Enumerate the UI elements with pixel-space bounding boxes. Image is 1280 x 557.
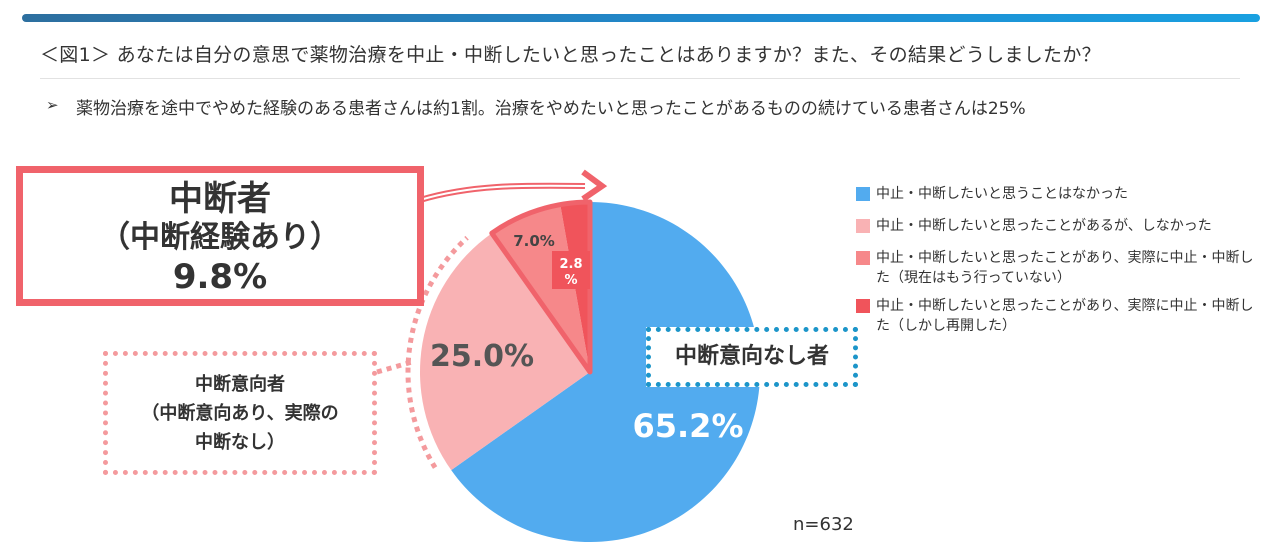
dropout-callout-value: 9.8%: [172, 257, 268, 297]
legend-swatch: [856, 219, 870, 233]
intent-callout-title: 中断意向者: [195, 374, 285, 395]
dropout-callout: 中断者 （中断経験あり） 9.8%: [16, 166, 424, 306]
no-intent-callout-label: 中断意向なし者: [674, 344, 829, 369]
legend-label: 中止・中断したいと思ったことがあり、実際に中止・中断した（現在はもう行っていない…: [876, 250, 1254, 286]
pie-slice: [451, 202, 760, 542]
slice-label: 25.0%: [430, 339, 534, 374]
intent-connector: [376, 359, 413, 375]
dropout-callout-subtitle: （中断経験あり）: [100, 220, 340, 255]
intent-callout: 中断意向者 （中断意向あり、実際の 中断なし）: [103, 351, 377, 475]
pie-slice: [420, 233, 590, 471]
dropout-highlight-outline: [489, 199, 593, 375]
summary-text: 薬物治療を途中でやめた経験のある患者さんは約1割。治療をやめたいと思ったことがあ…: [76, 99, 1026, 119]
slice-label: 65.2%: [632, 407, 743, 445]
legend-label: 中止・中断したいと思ったことがあるが、しなかった: [876, 218, 1212, 234]
slice-label-tag: [552, 251, 590, 289]
legend-swatch: [856, 299, 870, 313]
sample-size: n=632: [793, 514, 854, 535]
dropout-callout-title: 中断者: [169, 179, 271, 219]
intent-callout-subtitle-2: 中断なし）: [195, 432, 285, 453]
header-accent-bar: [22, 14, 1260, 22]
pie-slice: [491, 204, 590, 372]
title-divider: [40, 78, 1240, 79]
bullet-arrow-icon: ➢: [46, 96, 59, 114]
intent-dotted-arc: [405, 235, 469, 469]
slice-label: %: [564, 273, 577, 288]
dropout-arrowhead: [581, 169, 608, 202]
intent-callout-subtitle: （中断意向あり、実際の: [141, 403, 339, 424]
no-intent-callout: 中断意向なし者: [646, 327, 858, 387]
dropout-connector-arrow-inner: [419, 184, 586, 201]
legend-label: 中止・中断したいと思ったことがあり、実際に中止・中断した（しかし再開した）: [876, 298, 1254, 334]
legend-swatch: [856, 187, 870, 201]
slice-label: 7.0%: [513, 232, 555, 250]
page-title: ＜図1＞ あなたは自分の意思で薬物治療を中止・中断したいと思ったことはありますか…: [40, 44, 1101, 66]
slice-label: 2.8: [559, 257, 582, 272]
legend-label: 中止・中断したいと思うことはなかった: [876, 186, 1128, 202]
legend-swatch: [856, 251, 870, 265]
